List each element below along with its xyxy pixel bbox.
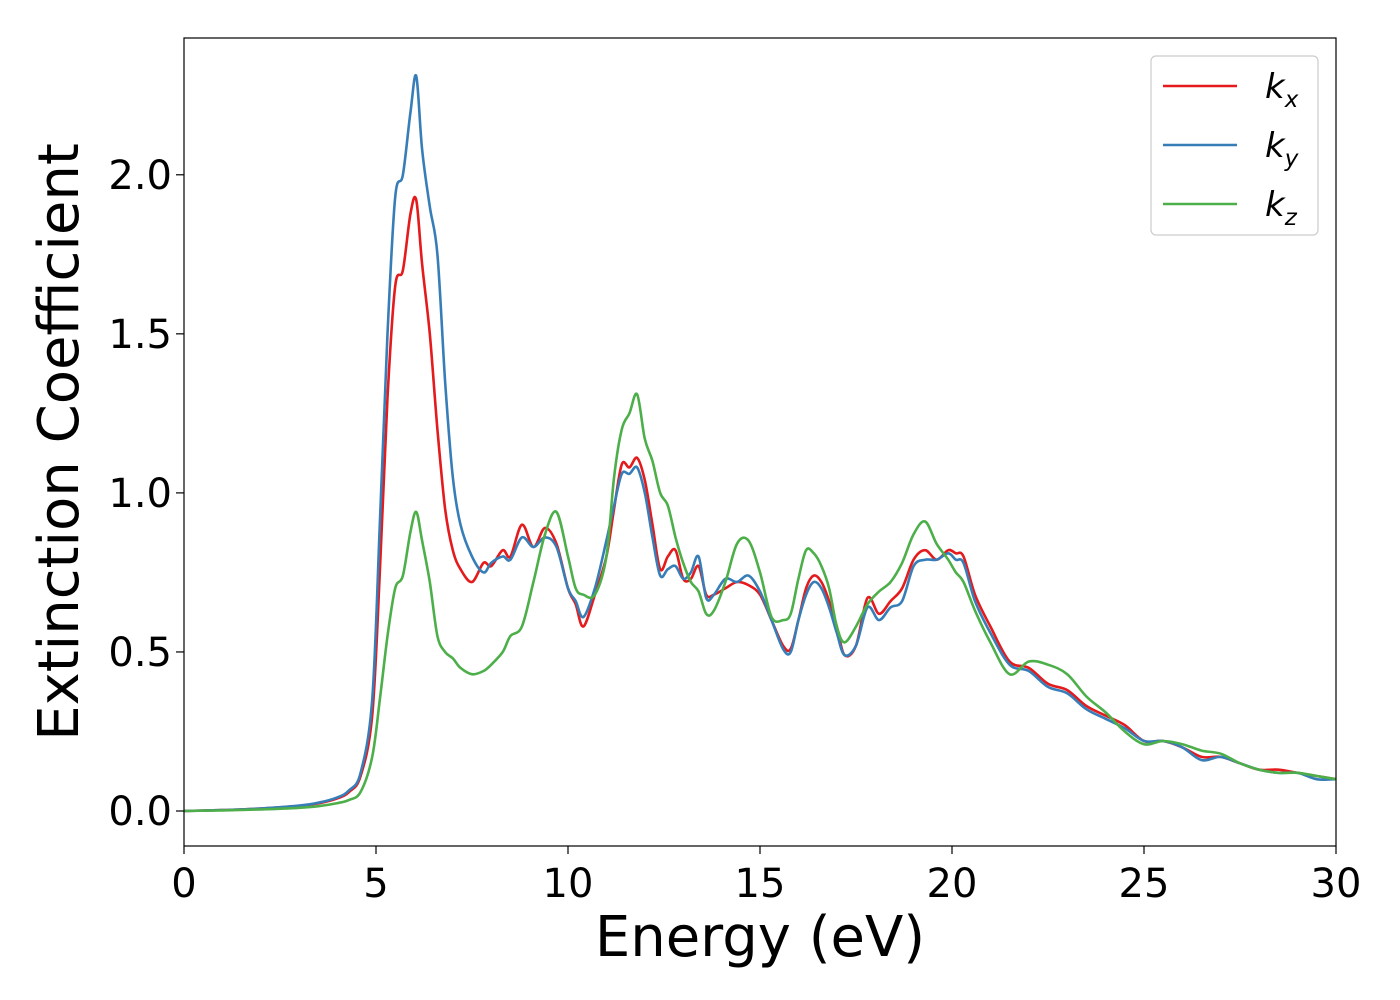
y-tick-label: 1.0 [108, 471, 172, 517]
x-tick-label: 5 [363, 861, 388, 907]
series-line-k-x [184, 195, 1336, 813]
x-tick-label: 30 [1311, 861, 1362, 907]
x-tick-label: 20 [927, 861, 978, 907]
x-tick-label: 10 [543, 861, 594, 907]
y-axis: 0.0 0.5 1.0 1.5 2.0 [108, 153, 184, 835]
y-tick-label: 0.0 [108, 789, 172, 835]
y-tick-label: 1.5 [108, 312, 172, 358]
series-layer [184, 73, 1336, 813]
x-tick-label: 15 [735, 861, 786, 907]
x-axis-title: Energy (eV) [595, 905, 925, 970]
y-axis-title: Extinction Coefficient [27, 143, 92, 741]
x-tick-label: 25 [1119, 861, 1170, 907]
x-tick-label: 0 [171, 861, 196, 907]
y-tick-label: 0.5 [108, 630, 172, 676]
legend-label-k-z: kz [1265, 185, 1298, 231]
series-line-k-z [184, 392, 1336, 813]
legend-label-k-y: ky [1265, 126, 1299, 172]
x-axis: 0 5 10 15 20 25 30 [171, 846, 1361, 907]
legend-label-k-x: kx [1265, 67, 1299, 113]
legend: kx ky kz [1150, 55, 1319, 236]
y-tick-label: 2.0 [108, 153, 172, 199]
series-line-k-y [184, 73, 1336, 813]
